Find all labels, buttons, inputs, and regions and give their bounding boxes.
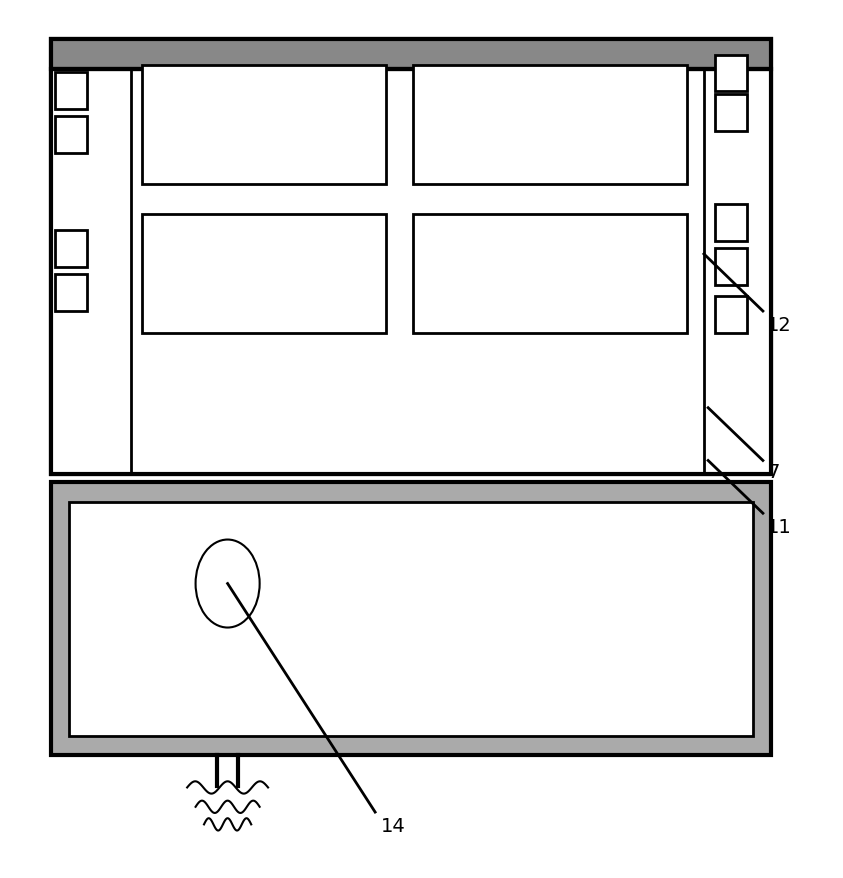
Bar (715, 205, 747, 241)
Bar (55, 73, 87, 110)
Bar (715, 248, 747, 285)
Ellipse shape (196, 540, 260, 628)
Text: 12: 12 (767, 315, 792, 335)
Bar (413, 215, 687, 334)
Text: 11: 11 (767, 517, 792, 536)
Bar (142, 66, 386, 184)
Bar (142, 215, 386, 334)
Bar (55, 231, 87, 268)
Bar (715, 95, 747, 132)
Text: 14: 14 (381, 816, 405, 835)
Bar (51, 70, 771, 474)
Bar (51, 40, 771, 474)
Bar (51, 40, 771, 70)
Bar (715, 297, 747, 334)
Bar (715, 55, 747, 92)
Text: 7: 7 (767, 463, 780, 482)
Bar (51, 40, 771, 70)
Bar (51, 483, 771, 755)
Bar (55, 275, 87, 312)
Bar (55, 117, 87, 154)
Bar (69, 502, 753, 736)
Bar (413, 66, 687, 184)
